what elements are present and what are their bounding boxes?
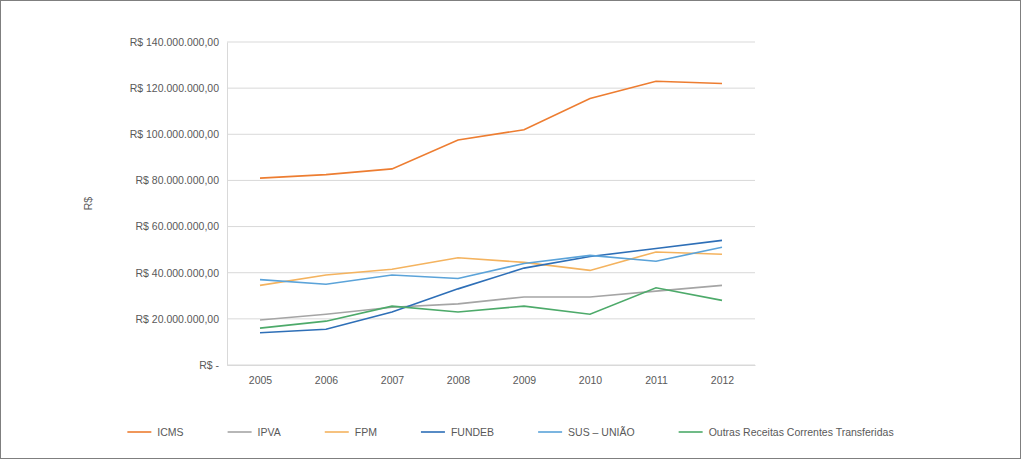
x-tick: 2010 xyxy=(579,365,603,386)
x-tick-label: 2005 xyxy=(249,374,273,386)
legend-label: FPM xyxy=(355,426,377,438)
x-tick-label: 2010 xyxy=(579,374,603,386)
legend-label: SUS – UNIÃO xyxy=(568,426,635,438)
x-tick: 2012 xyxy=(711,365,735,386)
series-lines xyxy=(260,81,722,332)
y-tick-label: R$ 100.000.000,00 xyxy=(130,128,219,140)
legend-label: Outras Receitas Correntes Transferidas xyxy=(709,426,894,438)
x-tick: 2011 xyxy=(645,365,668,386)
legend-label: IPVA xyxy=(258,426,281,438)
y-tick-label: R$ 60.000.000,00 xyxy=(136,220,220,232)
legend-item: IPVA xyxy=(228,426,281,438)
legend-swatch xyxy=(421,431,445,433)
series-line xyxy=(260,81,722,178)
legend-swatch xyxy=(325,431,349,433)
y-axis-title: R$ xyxy=(82,197,94,211)
grid-line xyxy=(227,272,755,273)
y-tick-label: R$ 20.000.000,00 xyxy=(136,313,220,325)
x-axis-line xyxy=(228,365,756,366)
y-tick-label: R$ 40.000.000,00 xyxy=(136,267,220,279)
x-tick: 2006 xyxy=(315,365,339,386)
legend-swatch xyxy=(679,431,703,433)
y-tick: R$ 120.000.000,00 xyxy=(130,82,227,94)
legend-swatch xyxy=(127,431,151,433)
y-tick-label: R$ - xyxy=(199,359,219,371)
y-tick-label: R$ 140.000.000,00 xyxy=(130,36,219,48)
grid-line xyxy=(227,180,755,181)
grid-line xyxy=(227,365,755,366)
x-tick: 2008 xyxy=(447,365,471,386)
y-tick: R$ 20.000.000,00 xyxy=(136,313,228,325)
x-tick-label: 2007 xyxy=(381,374,405,386)
frame xyxy=(1,1,1021,459)
y-tick: R$ 60.000.000,00 xyxy=(136,220,228,232)
y-tick-label: R$ 120.000.000,00 xyxy=(130,82,219,94)
y-tick: R$ 80.000.000,00 xyxy=(136,174,228,186)
legend-swatch xyxy=(538,431,562,433)
x-axis: 2005 2006 2007 2008 2009 2010 2011 2012 xyxy=(228,365,756,386)
x-tick-label: 2009 xyxy=(513,374,537,386)
legend-label: FUNDEB xyxy=(451,426,494,438)
legend-item: Outras Receitas Correntes Transferidas xyxy=(679,426,894,438)
x-tick-label: 2006 xyxy=(315,374,339,386)
series-line xyxy=(260,288,722,328)
y-tick-label: R$ 80.000.000,00 xyxy=(136,174,220,186)
x-tick: 2009 xyxy=(513,365,537,386)
legend-swatch xyxy=(228,431,252,433)
y-tick: R$ - xyxy=(199,359,227,371)
x-tick-label: 2008 xyxy=(447,374,471,386)
legend-item: FUNDEB xyxy=(421,426,494,438)
y-axis: R$ - R$ 20.000.000,00 R$ 40.000.000,00 R$ 6… xyxy=(130,36,228,371)
series-line xyxy=(260,285,722,320)
legend: ICMS IPVA FPM FUNDEB SUS – UNIÃO Outras Recei… xyxy=(127,426,893,438)
series-line xyxy=(260,240,722,332)
x-tick: 2007 xyxy=(381,365,405,386)
legend-item: SUS – UNIÃO xyxy=(538,426,635,438)
legend-item: ICMS xyxy=(127,426,183,438)
x-tick-label: 2012 xyxy=(711,374,735,386)
y-tick: R$ 100.000.000,00 xyxy=(130,128,227,140)
y-tick: R$ 140.000.000,00 xyxy=(130,36,227,48)
grid-line xyxy=(227,226,755,227)
series-line xyxy=(260,247,722,284)
grid-line xyxy=(227,88,755,89)
legend-item: FPM xyxy=(325,426,377,438)
y-axis-line xyxy=(227,43,228,366)
x-tick-label: 2011 xyxy=(645,374,668,386)
legend-label: ICMS xyxy=(157,426,183,438)
grid-line xyxy=(227,318,755,319)
chart: R$ - R$ 20.000.000,00 R$ 40.000.000,00 R$ 6… xyxy=(0,0,1021,459)
y-tick: R$ 40.000.000,00 xyxy=(136,267,228,279)
series-line xyxy=(260,252,722,285)
grid xyxy=(227,42,755,365)
grid-line xyxy=(227,42,755,43)
x-tick: 2005 xyxy=(249,365,273,386)
